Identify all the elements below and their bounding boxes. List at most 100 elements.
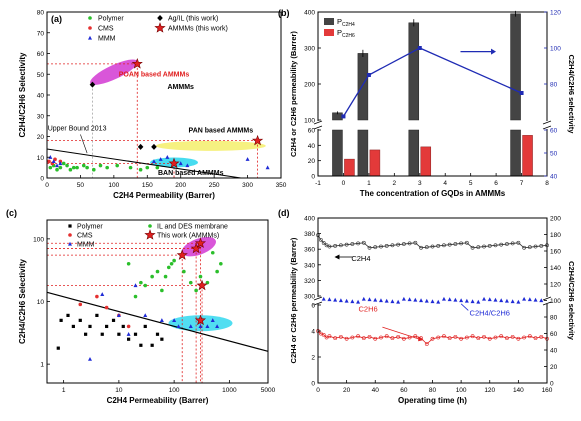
y-tick-label: 200 [304,82,315,89]
panel-label: (d) [278,208,290,218]
point-mmm [143,313,148,317]
y-tick-label: 50 [37,72,45,79]
c2h4-point [499,242,504,247]
point-polymer [127,337,131,341]
point-cms [95,294,99,299]
point-cms [78,302,83,307]
y-right-tick-label: 100 [550,46,561,53]
y-axis-label: C2H4 or C2H6 permeability (Barrer) [289,237,298,363]
selectivity-point [453,297,458,302]
legend-label: MMM [77,242,95,249]
selectivity-point [476,299,481,304]
point-mmm [116,313,121,317]
point-polymer [56,346,60,350]
point-polymer [65,163,69,168]
point-this-work-ammms- [190,242,202,254]
selectivity-point [424,298,429,303]
legend-label: Polymer [98,16,124,23]
c2h6-point [499,334,504,339]
point-mmm [126,332,131,336]
c2h4-point [384,244,389,248]
selectivity-point [366,73,371,77]
y-right-tick-label: 60 [550,128,558,135]
c2h6-point [321,332,326,337]
c2h4-point [356,241,360,246]
y-right-tick-label: 180 [550,232,561,239]
y-tick-label: 40 [37,93,45,100]
selectivity-point [341,114,346,119]
point-mmm [245,157,250,161]
selectivity-point [327,297,332,302]
point-il-and-des-membrane [139,280,143,285]
x-tick-label: 160 [542,387,553,394]
point-il-and-des-membrane [219,261,223,266]
legend-swatch-c2h6 [324,29,334,36]
point-polymer [81,163,86,168]
annotation-pointer [80,134,88,154]
selectivity-point [350,299,355,304]
point-il-and-des-membrane [198,274,203,279]
y-right-tick-label: 120 [550,10,561,17]
c2h4-point [482,244,486,249]
c2h6-point [539,334,544,339]
legend-sub: C2H6 [342,33,355,39]
point-il-and-des-membrane [133,294,138,299]
point-polymer [98,163,103,168]
c2h6-point [367,334,372,339]
point-polymer [155,165,160,170]
point-mmm [158,157,163,161]
point-polymer [85,165,89,170]
x-tick-label: 140 [513,387,524,394]
y-tick-label: 60 [37,51,45,58]
point-polymer [100,332,104,336]
point-polymer [150,343,154,347]
point-il-and-des-membrane [166,265,171,270]
point-polymer [78,318,82,322]
x-tick-label: 250 [209,182,220,189]
y-right-tick-label: 40 [550,348,558,355]
y-tick-label: 300 [304,46,315,53]
c2h6-point [430,336,435,341]
bar-c2h4-lower [408,129,420,177]
c2h6-point [384,334,389,339]
c2h6-point [373,336,378,341]
y-right-tick-label: 200 [550,216,561,223]
x-tick-label: 100 [108,182,119,189]
c2h4-point [487,244,492,248]
point-mmm [176,324,181,329]
legend-marker [144,229,156,240]
c2h4-point [533,244,538,249]
selectivity-point [459,298,464,303]
bar-c2h6 [420,146,432,177]
y-right-axis-label: C2H4/C2H6 selectivity [567,261,576,341]
selectivity-point [436,299,441,304]
break-mark [313,296,323,306]
selectivity-point [464,298,469,303]
selectivity-point [367,297,372,302]
point-cms [126,324,131,329]
selectivity-point [522,296,527,301]
c2h6-point [401,336,406,341]
selectivity-point [527,297,532,302]
legend-label: P [337,17,342,26]
point-polymer [68,167,73,172]
c2h6-point [338,334,343,339]
x-axis-label: C2H4 Permeability (Barrer) [113,191,215,200]
bar-c2h6 [344,158,355,177]
point-il-and-des-membrane [160,288,164,293]
selectivity-point [390,299,395,304]
y-tick-label: 70 [37,30,45,37]
c2h4-point [350,242,355,246]
selectivity-point [519,91,524,95]
point-polymer [66,313,70,317]
break-mark [313,120,323,130]
c2h6-point [344,336,349,341]
x-tick-label: 40 [372,387,380,394]
selectivity-point [504,298,509,303]
x-tick-label: 150 [142,182,153,189]
point-il-and-des-membrane [172,258,176,263]
c2h4-point [442,243,446,248]
annotation-c2h6: C2H6 [359,305,378,314]
y-axis-label: C2H4/C2H6 Selectivity [18,52,27,137]
